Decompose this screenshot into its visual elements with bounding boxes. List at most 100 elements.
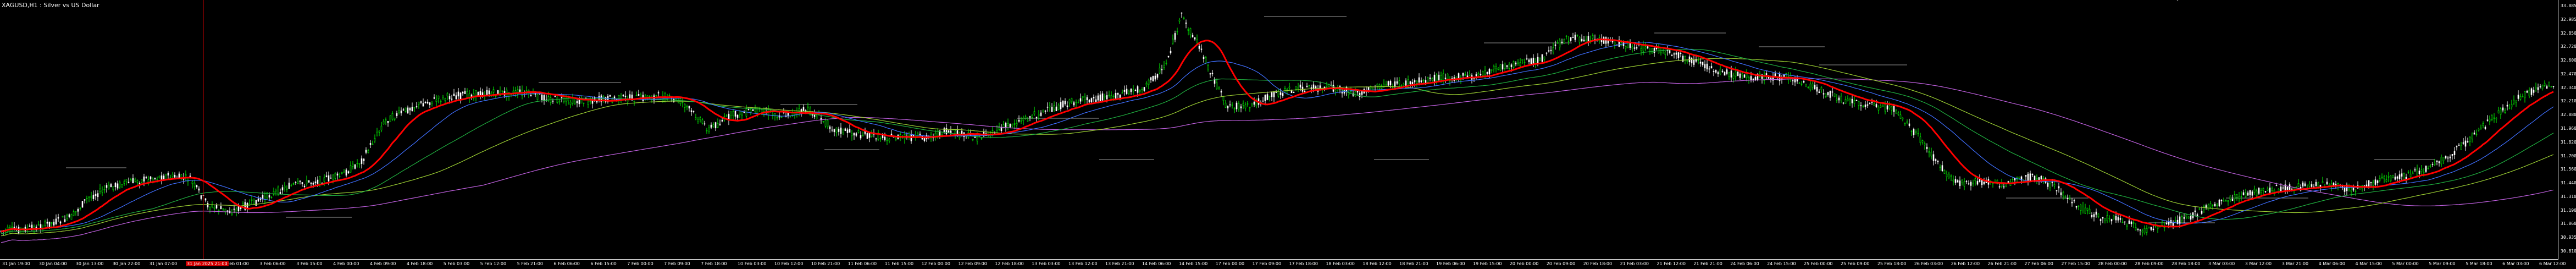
bull-candle-body: [1592, 35, 1594, 39]
bull-candle-body: [1027, 119, 1029, 122]
bear-candle-body: [226, 210, 229, 212]
bear-candle-body: [1866, 104, 1869, 106]
bull-candle-body: [1440, 75, 1442, 80]
bull-candle-body: [1407, 79, 1409, 84]
bear-candle-body: [1117, 92, 1119, 95]
bear-candle-body: [609, 95, 611, 97]
red-moving-average-line: [1, 38, 2554, 233]
price-scale-label: 32.470: [2561, 71, 2576, 76]
bull-candle-body: [1022, 118, 1024, 121]
bull-candle-body: [1915, 131, 1917, 133]
bear-candle-body: [1838, 97, 1840, 101]
bear-candle-body: [2401, 173, 2403, 177]
time-scale-label: 6 Mar 12:00: [2539, 261, 2566, 266]
bear-candle-body: [407, 107, 409, 113]
bull-candle-body: [2478, 129, 2480, 131]
bull-candle-body: [1805, 84, 1807, 87]
time-scale-label: 5 Feb 12:00: [480, 261, 507, 266]
bear-candle-body: [1871, 102, 1873, 103]
bear-candle-body: [1143, 87, 1145, 91]
bear-candle-body: [1607, 39, 1609, 43]
bull-candle-body: [1882, 106, 1884, 107]
bear-candle-body: [426, 101, 429, 103]
bear-candle-body: [429, 102, 431, 105]
time-scale-label: 12 Feb 00:00: [921, 261, 950, 266]
bear-candle-body: [207, 203, 209, 207]
bull-candle-body: [730, 112, 732, 116]
bear-candle-body: [178, 173, 180, 178]
bull-candle-body: [1631, 46, 1633, 48]
bear-candle-body: [2179, 216, 2181, 224]
price-scale[interactable]: 33.085 32.985 32.850 32.720 32.600 32.470 32.3…: [2558, 0, 2576, 259]
time-scale-label: 11 Feb 06:00: [847, 261, 877, 266]
bear-candle-body: [2192, 212, 2194, 218]
bull-candle-body: [1849, 98, 1851, 104]
bear-candle-body: [1161, 69, 1163, 70]
bear-candle-body: [2003, 186, 2005, 188]
bear-candle-body: [2130, 221, 2132, 224]
bull-candle-body: [444, 98, 446, 101]
bear-candle-body: [1306, 85, 1308, 87]
time-scale-label: 30 Jan 04:00: [38, 261, 67, 266]
bull-candle-body: [2203, 206, 2205, 210]
bull-candle-body: [1464, 74, 1466, 76]
time-scale-label: 21 Feb 21:00: [1693, 261, 1722, 266]
bear-candle-body: [2201, 211, 2203, 214]
bull-candle-body: [2522, 96, 2524, 97]
bear-candle-body: [945, 128, 948, 135]
bear-candle-body: [117, 183, 119, 189]
time-scale[interactable]: 31 Jan 19:00 30 Jan 04:00 30 Jan 13:00 30 J…: [0, 260, 2566, 269]
bear-candle-body: [464, 91, 466, 94]
bull-candle-body: [1552, 47, 1554, 52]
bear-candle-body: [855, 133, 857, 136]
bull-candle-body: [2253, 189, 2256, 193]
bear-candle-body: [884, 136, 886, 140]
bear-candle-body: [2060, 192, 2062, 195]
bear-candle-body: [2176, 219, 2179, 224]
bull-candle-body: [1660, 52, 1662, 53]
bear-candle-body: [1541, 54, 1543, 62]
bull-candle-body: [224, 208, 226, 212]
bear-candle-body: [1803, 81, 1805, 83]
bear-candle-body: [1405, 80, 1407, 86]
bear-candle-body: [1913, 129, 1915, 135]
bear-candle-body: [1726, 69, 1728, 74]
bull-candle-body: [835, 128, 838, 133]
bull-candle-body: [1904, 123, 1906, 124]
bull-candle-body: [2495, 118, 2497, 119]
bear-candle-body: [2344, 187, 2346, 192]
bull-candle-body: [1961, 179, 1963, 183]
price-chart-plot[interactable]: [0, 0, 2558, 259]
bull-candle-body: [251, 199, 253, 201]
time-scale-label: 17 Feb 09:00: [1252, 261, 1282, 266]
bull-candle-body: [686, 106, 688, 108]
bull-candle-body: [2053, 184, 2056, 186]
bull-candle-body: [2005, 184, 2007, 187]
bear-candle-body: [1851, 98, 1853, 103]
bull-candle-body: [2245, 193, 2247, 197]
bear-candle-body: [361, 158, 363, 164]
bear-candle-body: [2414, 169, 2416, 171]
time-scale-label: 7 Feb 18:00: [701, 261, 727, 266]
bear-candle-body: [1957, 180, 1959, 183]
bull-candle-body: [2084, 207, 2086, 214]
bear-candle-body: [2034, 175, 2036, 180]
bear-candle-body: [59, 221, 62, 224]
bull-candle-body: [1398, 80, 1400, 85]
bear-candle-body: [2040, 175, 2042, 179]
bear-candle-body: [1765, 73, 1768, 75]
bull-candle-body: [1139, 90, 1141, 92]
bear-candle-body: [2394, 177, 2396, 180]
bull-candle-body: [1521, 59, 1524, 62]
bear-candle-body: [409, 108, 411, 111]
bear-candle-body: [1530, 58, 1532, 64]
bull-candle-body: [1033, 111, 1035, 114]
bear-candle-body: [1796, 79, 1798, 82]
bear-candle-body: [1029, 116, 1031, 118]
bull-candle-body: [1057, 105, 1060, 110]
bull-candle-body: [1013, 123, 1016, 125]
bull-candle-body: [2227, 200, 2229, 202]
bull-candle-body: [273, 191, 275, 195]
time-scale-label: 3 Mar 12:00: [2245, 261, 2272, 266]
